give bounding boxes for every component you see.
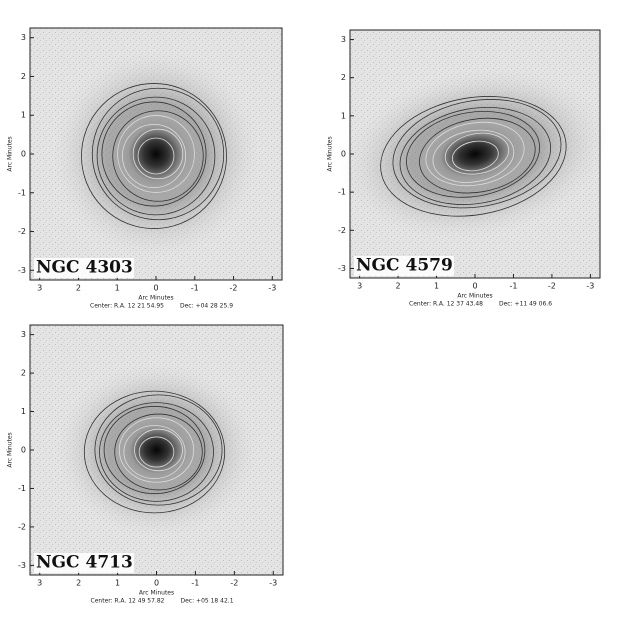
center-dec: Dec: +11 49 06.6 (499, 301, 552, 308)
contour (103, 405, 206, 495)
y-tick-label: 3 (21, 33, 26, 42)
x-tick-label: 3 (37, 284, 42, 293)
x-tick-label: 0 (154, 579, 159, 588)
x-tick-label: -3 (586, 282, 594, 291)
contour (91, 87, 225, 221)
y-tick-label: -1 (338, 188, 346, 197)
x-tick-label: -1 (191, 284, 199, 293)
x-tick-label: 2 (76, 284, 81, 293)
x-tick-label: 2 (396, 282, 401, 291)
contour (380, 96, 567, 217)
y-tick-label: 0 (21, 150, 26, 159)
x-axis-title: Arc Minutes (138, 295, 173, 302)
contour (114, 413, 203, 491)
contour (406, 110, 541, 198)
x-tick-label: -2 (548, 282, 556, 291)
contour (451, 140, 499, 172)
contour (101, 101, 207, 207)
y-tick-label: -3 (338, 264, 346, 273)
x-tick-label: -2 (230, 579, 238, 588)
contour (419, 117, 536, 194)
x-axis-title: Arc Minutes (139, 590, 174, 597)
contour (94, 394, 223, 506)
y-axis-title: Arc Minutes (327, 136, 334, 171)
contour (444, 132, 510, 175)
y-tick-label: 3 (21, 330, 26, 339)
galaxy-name: NGC 4713 (36, 553, 133, 573)
contour (132, 128, 184, 180)
x-tick-label: -1 (191, 579, 199, 588)
contour (99, 402, 214, 502)
y-tick-label: -3 (18, 266, 26, 275)
center-dec: Dec: +04 28 25.9 (180, 303, 233, 310)
x-tick-label: -2 (230, 284, 238, 293)
y-tick-label: 3 (341, 35, 346, 44)
x-axis-title: Arc Minutes (457, 293, 492, 300)
contour (112, 110, 204, 202)
x-tick-label: 0 (472, 282, 477, 291)
x-tick-label: 1 (115, 579, 120, 588)
y-tick-label: 2 (341, 73, 346, 82)
contour (392, 99, 562, 209)
center-dec: Dec: +05 18 42.1 (181, 598, 234, 605)
y-axis-title: Arc Minutes (7, 136, 14, 171)
y-tick-label: -1 (18, 188, 26, 197)
galaxy-name: NGC 4303 (36, 258, 133, 278)
y-tick-label: -2 (18, 522, 26, 531)
x-tick-label: -3 (268, 284, 276, 293)
y-tick-label: 2 (21, 72, 26, 81)
contour (83, 390, 226, 514)
contour (137, 137, 175, 175)
y-tick-label: -2 (338, 226, 346, 235)
y-tick-label: 1 (21, 111, 26, 120)
y-tick-label: 1 (341, 111, 346, 120)
y-tick-label: 0 (21, 446, 26, 455)
name-backdrop (34, 258, 134, 278)
y-axis-title: Arc Minutes (7, 432, 14, 467)
contour (118, 417, 195, 483)
contour (81, 83, 227, 229)
center-ra: Center: R.A. 12 49 57.82 (91, 598, 165, 605)
contour (96, 96, 216, 216)
center-ra: Center: R.A. 12 37 43.48 (409, 301, 483, 308)
y-tick-label: -3 (18, 561, 26, 570)
x-tick-label: -3 (269, 579, 277, 588)
name-backdrop (354, 256, 454, 276)
x-tick-label: 0 (153, 284, 158, 293)
y-tick-label: 2 (21, 369, 26, 378)
galaxy-name: NGC 4579 (356, 256, 453, 276)
name-backdrop (34, 553, 134, 573)
x-tick-label: 2 (76, 579, 81, 588)
y-tick-label: 0 (341, 150, 346, 159)
x-tick-label: 3 (37, 579, 42, 588)
x-tick-label: 1 (115, 284, 120, 293)
contour (123, 425, 186, 479)
contour (117, 115, 195, 193)
y-tick-label: -2 (18, 227, 26, 236)
x-tick-label: 1 (434, 282, 439, 291)
contour (121, 123, 187, 189)
galaxy-core (108, 408, 205, 492)
y-tick-label: -1 (18, 484, 26, 493)
galaxy-core (106, 104, 206, 204)
contour (138, 436, 175, 468)
contour (432, 129, 515, 183)
x-tick-label: -1 (509, 282, 517, 291)
center-ra: Center: R.A. 12 21 54.95 (90, 303, 164, 310)
y-tick-label: 1 (21, 407, 26, 416)
contour (399, 106, 552, 205)
contour (425, 121, 525, 187)
x-tick-label: 3 (357, 282, 362, 291)
contour (134, 428, 183, 472)
